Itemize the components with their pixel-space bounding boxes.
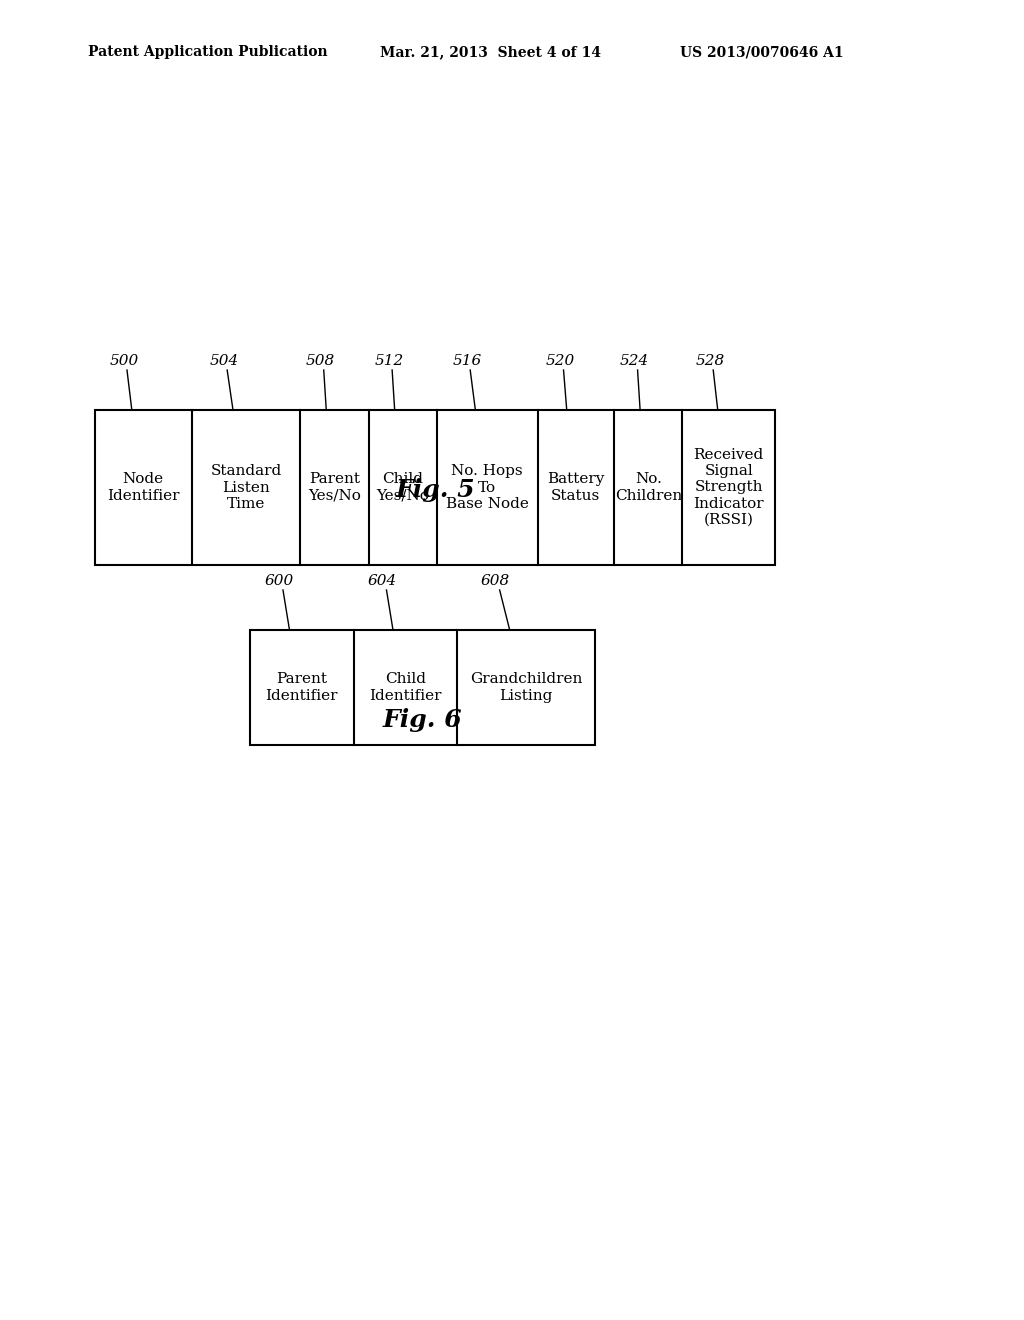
Text: 504: 504 (210, 354, 239, 368)
Text: Standard
Listen
Time: Standard Listen Time (210, 465, 282, 511)
Text: Fig. 5: Fig. 5 (395, 478, 475, 502)
Text: Grandchildren
Listing: Grandchildren Listing (470, 672, 583, 702)
Text: 500: 500 (110, 354, 138, 368)
Bar (250, 630, 595, 744)
Text: 516: 516 (453, 354, 482, 368)
Text: 604: 604 (368, 574, 397, 587)
Text: US 2013/0070646 A1: US 2013/0070646 A1 (680, 45, 844, 59)
Text: No.
Children: No. Children (614, 473, 682, 503)
Text: 528: 528 (695, 354, 725, 368)
Text: Patent Application Publication: Patent Application Publication (88, 45, 328, 59)
Text: Mar. 21, 2013  Sheet 4 of 14: Mar. 21, 2013 Sheet 4 of 14 (380, 45, 601, 59)
Text: Fig. 6: Fig. 6 (383, 708, 462, 733)
Text: Battery
Status: Battery Status (547, 473, 604, 503)
Text: Parent
Identifier: Parent Identifier (265, 672, 338, 702)
Text: No. Hops
To
Base Node: No. Hops To Base Node (445, 465, 528, 511)
Text: 600: 600 (264, 574, 294, 587)
Text: Child
Identifier: Child Identifier (369, 672, 441, 702)
Text: Child
Yes/No: Child Yes/No (377, 473, 429, 503)
Text: 520: 520 (546, 354, 575, 368)
Text: Received
Signal
Strength
Indicator
(RSSI): Received Signal Strength Indicator (RSSI… (693, 447, 764, 527)
Text: 512: 512 (375, 354, 403, 368)
Bar (95, 411, 775, 565)
Text: 608: 608 (481, 574, 510, 587)
Text: 508: 508 (306, 354, 335, 368)
Text: Parent
Yes/No: Parent Yes/No (308, 473, 360, 503)
Text: 524: 524 (620, 354, 649, 368)
Text: Node
Identifier: Node Identifier (108, 473, 179, 503)
